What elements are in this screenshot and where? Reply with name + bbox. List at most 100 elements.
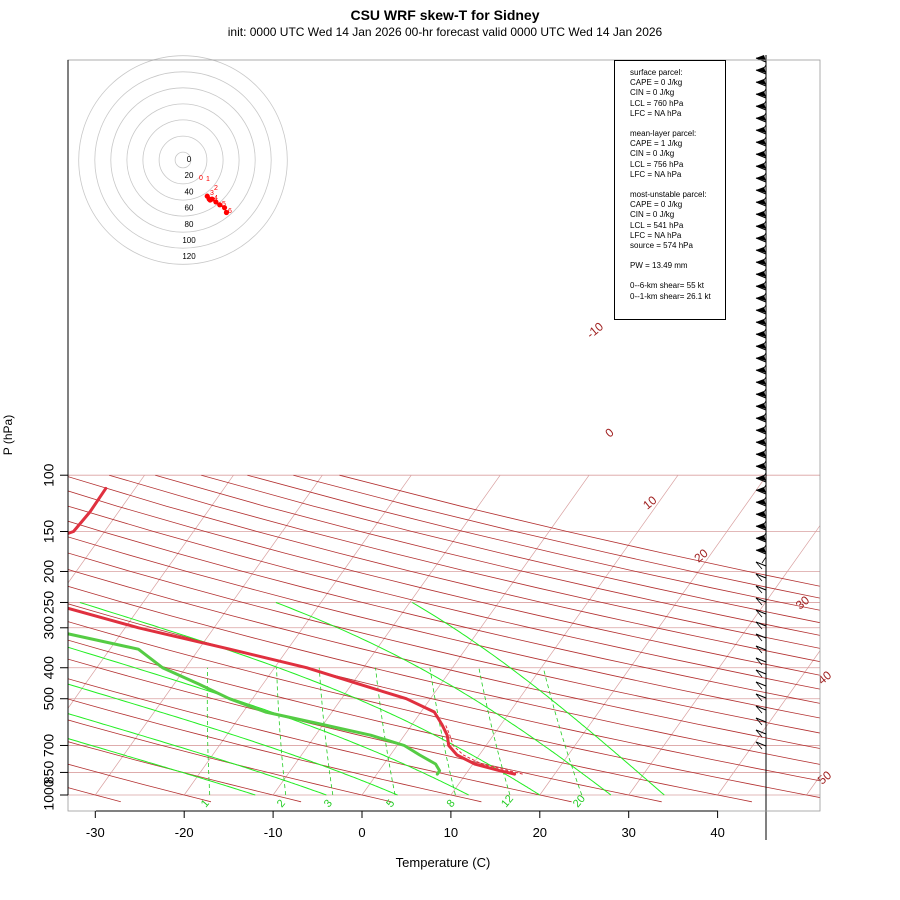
isotherm-line (539, 474, 768, 796)
dry-adiabat-line (68, 490, 820, 676)
y-tick-label: 250 (41, 591, 57, 615)
y-axis-title: P (hPa) (1, 415, 15, 455)
dry-adiabat-line (68, 787, 121, 803)
page-subtitle: init: 0000 UTC Wed 14 Jan 2026 00-hr for… (227, 25, 663, 39)
wind-barb-shaft (755, 429, 767, 435)
wind-barb-flag (756, 547, 766, 553)
wind-barb-feather (755, 669, 763, 678)
wind-barb-flag (756, 367, 766, 373)
wind-barb (755, 585, 767, 594)
wind-barb (755, 645, 767, 654)
wind-barb-shaft (755, 285, 767, 291)
wind-barb-shaft (755, 261, 767, 267)
mean-layer-cape: CAPE = 1 J/kg (630, 139, 683, 149)
wind-barb-flag (756, 103, 766, 109)
hodograph-ring-label: 0 (187, 155, 192, 164)
wind-barb-feather (755, 741, 763, 750)
mixing-ratio-line (429, 667, 456, 796)
dry-adiabat-line (68, 658, 662, 803)
wind-barb-shaft (755, 501, 767, 507)
wind-barb-flag (756, 439, 766, 445)
wind-barb-shaft (755, 369, 767, 375)
wind-barb-feather (755, 681, 763, 690)
wind-barb-shaft (755, 621, 767, 627)
wind-barb-shaft (755, 213, 767, 219)
wind-barb-flag (756, 331, 766, 337)
wind-barb-shaft (755, 633, 767, 639)
wind-barb-shaft (755, 537, 767, 543)
surface-cin: CIN = 0 J/kg (630, 88, 675, 98)
moist-adiabat-line (68, 683, 398, 796)
wind-barb-feather (755, 573, 763, 582)
wind-barb-shaft (755, 549, 767, 555)
most-unstable-header: most-unstable parcel: (630, 190, 707, 200)
wind-barb (755, 657, 767, 666)
dry-adiabat-line (68, 698, 482, 803)
dry-adiabat-line (68, 603, 820, 782)
y-tick-label: 100 (41, 463, 57, 487)
dewpoint-profile-line (68, 632, 442, 776)
wind-barb (755, 717, 767, 726)
wind-barb-shaft (755, 609, 767, 615)
wind-barb-flag (756, 463, 766, 469)
hodograph-point (223, 209, 230, 216)
wind-barb-flag (756, 319, 766, 325)
wind-barb (755, 547, 767, 564)
hodograph-ring (158, 135, 208, 185)
y-tick-label: 150 (41, 520, 57, 544)
dry-adiabat-line (68, 569, 820, 749)
dry-adiabat-line (68, 678, 572, 803)
dry-adiabat-line (201, 474, 820, 624)
isotherm-label: -10 (584, 319, 607, 341)
y-tick-label: 1000 (41, 779, 57, 810)
wind-barb-flag (756, 391, 766, 397)
mixing-ratio-line (478, 667, 511, 796)
x-tick-label: 30 (621, 825, 635, 840)
wind-barb-shaft (755, 393, 767, 399)
wind-barb-flag (756, 223, 766, 229)
y-tick-label: 700 (41, 734, 57, 758)
x-tick-label: -20 (175, 825, 194, 840)
wind-barb-flag (756, 187, 766, 193)
wind-barb (755, 681, 767, 690)
wind-barb-flag (756, 283, 766, 289)
wind-barb (755, 621, 767, 630)
y-tick-label: 850 (41, 761, 57, 785)
wind-barb-feather (755, 621, 763, 630)
wind-barb-feather (755, 597, 763, 606)
wind-barb-flag (756, 55, 766, 61)
hodograph-ring-label: 20 (185, 171, 194, 180)
wind-barb-shaft (755, 705, 767, 711)
hodograph-ring-label: 40 (185, 187, 194, 196)
wind-barb-shaft (755, 201, 767, 207)
x-tick-label: 20 (533, 825, 547, 840)
wind-barb-shaft (755, 741, 767, 747)
x-tick-label: 0 (358, 825, 365, 840)
wind-barb-flag (756, 271, 766, 277)
surface-parcel-header: surface parcel: (630, 68, 683, 77)
wind-barb-shaft (755, 81, 767, 87)
hodograph-ring (174, 151, 192, 169)
temperature-profile-line (68, 486, 517, 776)
wind-barb-feather (755, 633, 763, 642)
wind-barb-feather (755, 561, 763, 570)
wind-barb-shaft (755, 129, 767, 135)
mean-layer-lfc: LFC = NA hPa (630, 169, 682, 179)
wind-barb-shaft (755, 441, 767, 447)
wind-barb-flag (756, 295, 766, 301)
wind-barb-flag (756, 79, 766, 85)
moist-adiabat-line (411, 602, 665, 796)
mean-layer-lcl: LCL = 756 hPa (630, 159, 684, 169)
wind-barb-shaft (755, 225, 767, 231)
mean-layer-cin: CIN = 0 J/kg (630, 149, 675, 159)
wind-barb-shaft (755, 177, 767, 183)
wind-barb-flag (756, 211, 766, 217)
wind-barb-shaft (755, 333, 767, 339)
shear-0-6km: 0--6-km shear= 55 kt (630, 281, 705, 291)
wind-barb-feather (755, 705, 763, 714)
mixing-ratio-line (318, 667, 334, 796)
precipitable-water: PW = 13.49 mm (630, 261, 688, 271)
isotherm-line (628, 524, 820, 796)
wind-barb-shaft (755, 105, 767, 111)
wind-barb-shaft (755, 489, 767, 495)
